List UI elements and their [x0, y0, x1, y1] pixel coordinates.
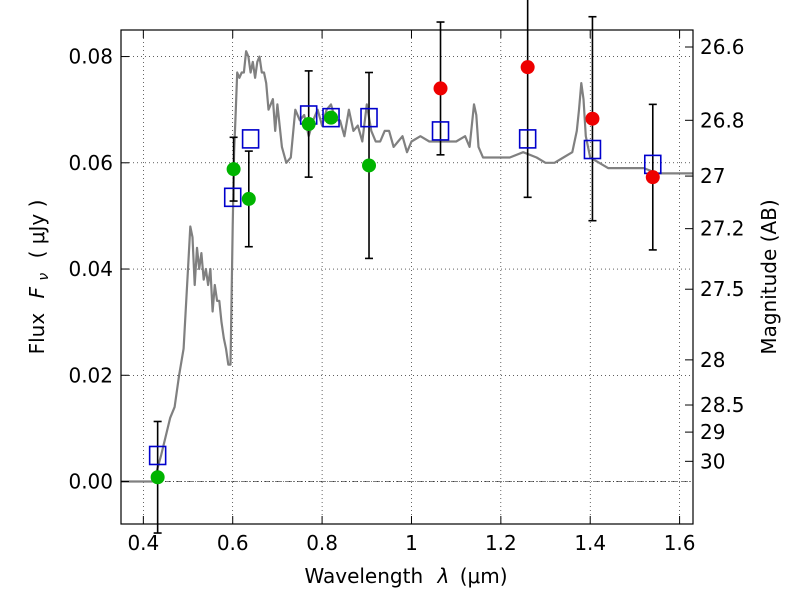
right-tick-label: 30	[700, 449, 725, 473]
y-tick-label: 0.02	[68, 363, 113, 387]
x-tick-label: 0.6	[217, 531, 249, 555]
x-axis-label-text: Wavelength	[304, 564, 423, 588]
model-photometry-square	[518, 129, 537, 149]
observed-photometry-point	[362, 158, 377, 173]
y-axis-label-symbol: F	[25, 286, 49, 298]
right-tick-label: 26.8	[700, 108, 745, 132]
y-axis-label-unit: ( μJy )	[25, 200, 49, 259]
x-tick-label: 0.4	[127, 531, 159, 555]
y-axis-label: Flux F ν ( μJy )	[25, 200, 53, 355]
y-tick-label: 0.08	[68, 45, 113, 69]
observed-photometry-point	[520, 60, 535, 75]
y-axis-label-subscript: ν	[36, 273, 52, 281]
observed-photometry-point	[585, 111, 600, 126]
x-tick-label: 0.8	[306, 531, 338, 555]
right-tick-label: 27	[700, 164, 725, 188]
observed-photometry-points	[150, 60, 660, 485]
y-tick-label: 0.06	[68, 151, 113, 175]
x-tick-label: 1.2	[485, 531, 517, 555]
right-tick-label: 28	[700, 348, 725, 372]
model-spectrum-line	[121, 50, 693, 483]
observed-photometry-point	[433, 81, 448, 96]
observed-photometry-point	[324, 110, 339, 125]
x-axis-label-unit: (μm)	[460, 564, 508, 588]
axis-ticks	[121, 30, 693, 524]
observed-photometry-point	[301, 117, 316, 132]
right-tick-label: 27.5	[700, 277, 745, 301]
right-tick-label: 26.6	[700, 35, 745, 59]
model-photometry-square	[223, 187, 242, 208]
model-spectrum-layer	[121, 50, 693, 483]
x-axis-label-symbol: λ	[437, 564, 450, 588]
y-axis-label-text: Flux	[25, 313, 49, 355]
plot-frame	[120, 29, 694, 525]
right-tick-label: 28.5	[700, 393, 745, 417]
observed-photometry-point	[150, 470, 165, 485]
observed-photometry-point	[241, 191, 256, 206]
model-photometry-square	[360, 107, 378, 128]
right-tick-label: 29	[700, 420, 725, 444]
right-tick-label: 27.2	[700, 217, 745, 241]
x-tick-label: 1.6	[664, 531, 696, 555]
model-photometry-square	[241, 129, 260, 149]
observed-photometry-point	[645, 170, 660, 185]
model-photometry-square	[431, 121, 450, 141]
y-tick-label: 0.04	[68, 257, 113, 281]
model-photometry-square	[583, 139, 602, 160]
right-axis-label: Magnitude (AB)	[757, 199, 781, 354]
x-tick-label: 1.4	[574, 531, 606, 555]
x-axis-label: Wavelength λ (μm)	[304, 564, 507, 588]
model-photometry-squares	[148, 105, 662, 466]
axis-tick-labels: 0.4 0.6 0.8 1 1.2 1.4 1.6 0.00 0.02 0.04 0.06 0.08 2…	[68, 35, 744, 555]
error-bars	[153, 0, 657, 534]
model-photometry-square	[322, 107, 340, 128]
observed-photometry-point	[226, 162, 241, 177]
y-tick-label: 0.00	[68, 470, 113, 494]
model-photometry-square	[148, 445, 167, 466]
x-tick-label: 1	[405, 531, 418, 555]
